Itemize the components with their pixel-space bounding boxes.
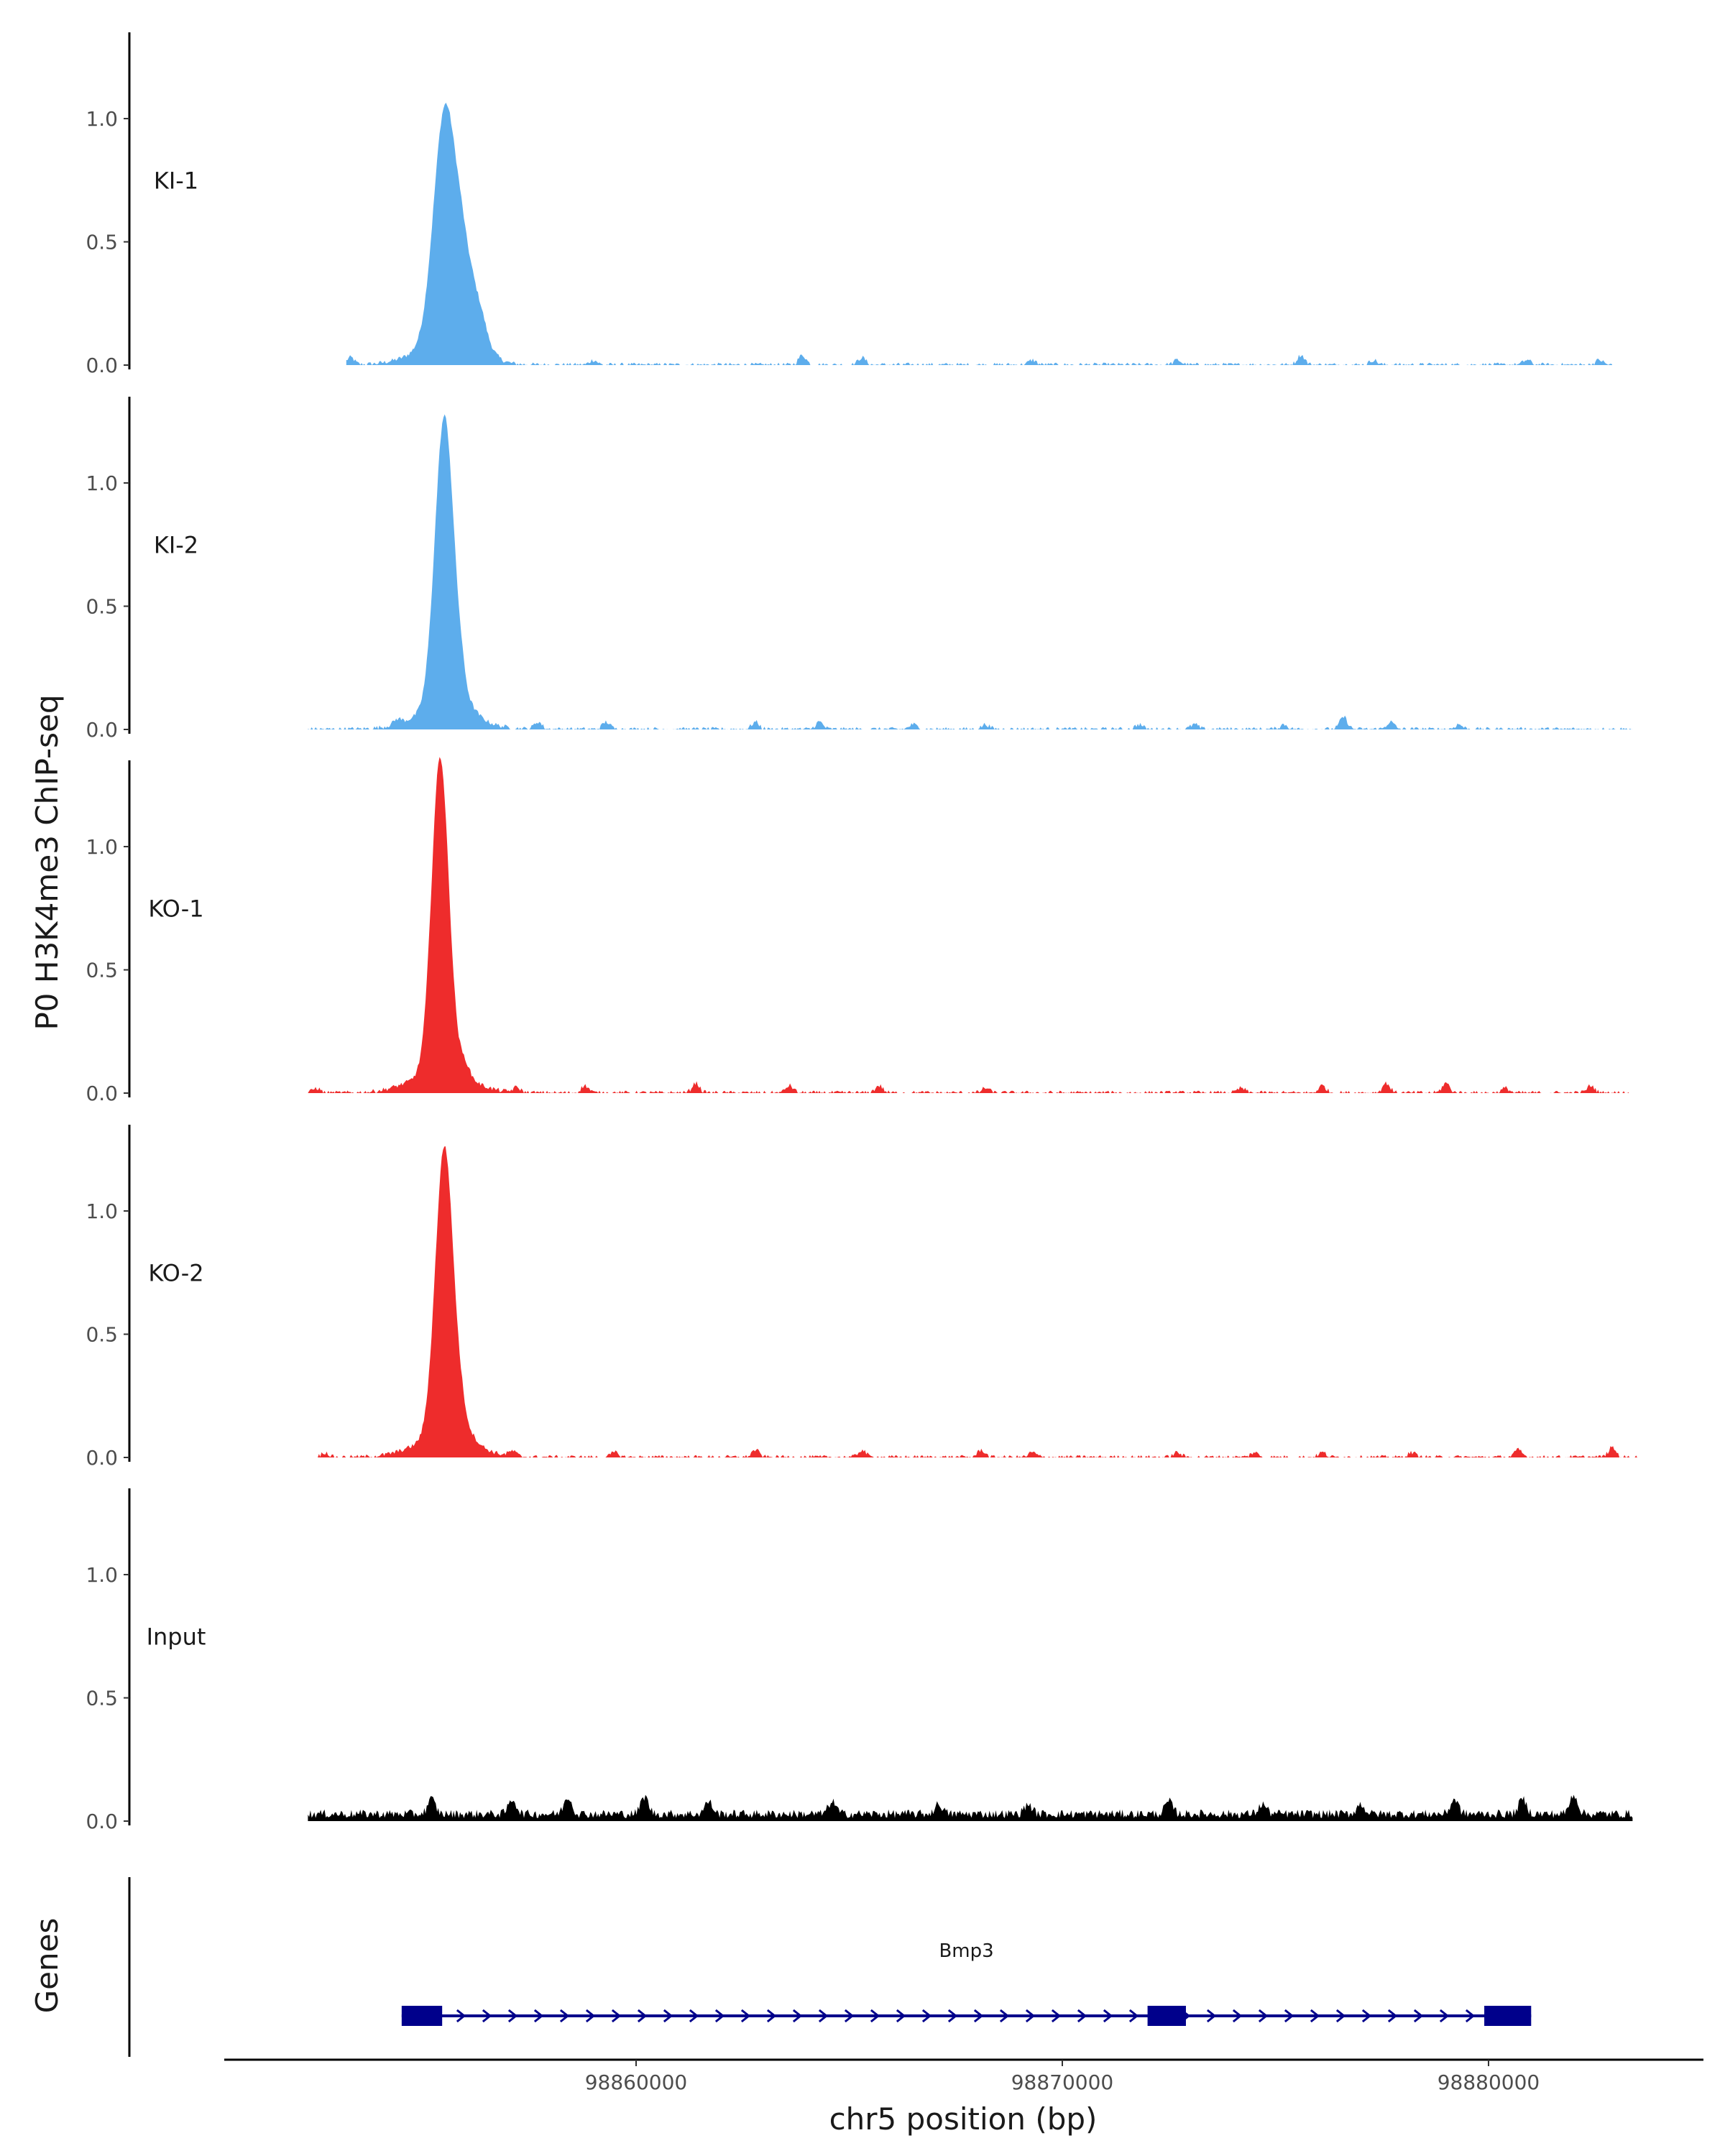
strand-arrow	[896, 2009, 906, 2023]
signal-area	[346, 102, 1612, 365]
strand-arrow	[689, 2009, 699, 2023]
strand-arrow	[1103, 2009, 1113, 2023]
y-tick-label: 0.0	[86, 354, 118, 377]
track-ko-2: 0.0 0.5 1.0 KO-2	[86, 1125, 1637, 1470]
y-tick-label: 0.0	[86, 1810, 118, 1833]
track-label: KI-1	[154, 167, 198, 195]
strand-arrow	[740, 2009, 751, 2023]
strand-arrow	[1232, 2009, 1243, 2023]
strand-arrow	[482, 2009, 492, 2023]
signal-area	[308, 1795, 1633, 1821]
x-tick-label: 98860000	[585, 2070, 688, 2094]
gene-bmp3: Bmp3	[401, 1940, 1532, 2026]
strand-arrow	[1025, 2009, 1036, 2023]
strand-arrow	[663, 2009, 673, 2023]
y-axis-title: P0 H3K4me3 ChIP-seq	[29, 694, 65, 1030]
y-tick-label: 1.0	[86, 107, 118, 131]
track-ki-2: 0.0 0.5 1.0 KI-2	[86, 397, 1633, 742]
exon-block	[401, 2006, 443, 2026]
strand-arrow	[844, 2009, 855, 2023]
track-label: Input	[147, 1623, 206, 1651]
strand-arrow	[1128, 2009, 1139, 2023]
exon-block	[1484, 2006, 1532, 2026]
signal-area	[308, 757, 1629, 1093]
track-label: KO-1	[148, 895, 203, 923]
y-tick-label: 0.0	[86, 1082, 118, 1105]
strand-arrow	[1310, 2009, 1320, 2023]
strand-arrow	[1206, 2009, 1217, 2023]
y-tick-label: 0.5	[86, 1687, 118, 1710]
x-axis: 98860000 98870000 98880000	[224, 2058, 1703, 2094]
track-ki-1: 0.0 0.5 1.0 KI-1	[86, 32, 1612, 377]
strand-arrow	[1387, 2009, 1398, 2023]
x-axis-title: chr5 position (bp)	[829, 2101, 1098, 2137]
signal-area	[316, 1146, 1637, 1457]
y-tick-label: 1.0	[86, 1199, 118, 1223]
strand-arrow	[1413, 2009, 1424, 2023]
track-label: KI-2	[154, 532, 198, 559]
strand-arrow	[999, 2009, 1010, 2023]
strand-arrow	[1465, 2009, 1476, 2023]
strand-arrow	[611, 2009, 622, 2023]
strand-arrow	[792, 2009, 803, 2023]
y-tick-label: 0.0	[86, 718, 118, 742]
strand-arrow	[766, 2009, 777, 2023]
tracks-layer: 0.00.51.0KI-10.00.51.0KI-20.00.51.0KO-10…	[86, 32, 1637, 1833]
strand-arrow	[714, 2009, 725, 2023]
signal-area	[308, 414, 1633, 729]
x-tick-label: 98880000	[1438, 2070, 1540, 2094]
y-tick-label: 0.5	[86, 1323, 118, 1347]
strand-arrow	[973, 2009, 984, 2023]
strand-arrow	[1335, 2009, 1346, 2023]
strand-arrow	[559, 2009, 570, 2023]
x-tick-label: 98870000	[1011, 2070, 1114, 2094]
track-input: 0.0 0.5 1.0 Input	[86, 1488, 1633, 1833]
y-tick-label: 0.5	[86, 231, 118, 254]
strand-arrow	[456, 2009, 466, 2023]
strand-arrow	[1284, 2009, 1294, 2023]
strand-arrow	[1439, 2009, 1450, 2023]
exon-block	[1147, 2006, 1186, 2026]
strand-arrow	[1258, 2009, 1269, 2023]
strand-arrow	[1077, 2009, 1087, 2023]
gene-label: Bmp3	[939, 1940, 993, 1962]
strand-arrow	[507, 2009, 518, 2023]
genes-axis-title: Genes	[29, 1918, 65, 2014]
y-tick-label: 1.0	[86, 835, 118, 859]
strand-arrow	[585, 2009, 596, 2023]
strand-arrow	[947, 2009, 958, 2023]
y-tick-label: 1.0	[86, 471, 118, 495]
strand-arrow	[533, 2009, 544, 2023]
genes-layer: Bmp3	[128, 1877, 1532, 2057]
strand-arrow	[1051, 2009, 1062, 2023]
strand-arrow	[1361, 2009, 1372, 2023]
y-tick-label: 0.5	[86, 595, 118, 619]
track-ko-1: 0.0 0.5 1.0 KO-1	[86, 757, 1629, 1105]
y-tick-label: 0.0	[86, 1446, 118, 1470]
strand-arrow	[921, 2009, 932, 2023]
strand-arrow	[870, 2009, 880, 2023]
y-tick-label: 0.5	[86, 959, 118, 982]
track-label: KO-2	[148, 1260, 203, 1287]
y-tick-label: 1.0	[86, 1563, 118, 1587]
strand-arrow	[818, 2009, 829, 2023]
strand-arrow	[637, 2009, 648, 2023]
